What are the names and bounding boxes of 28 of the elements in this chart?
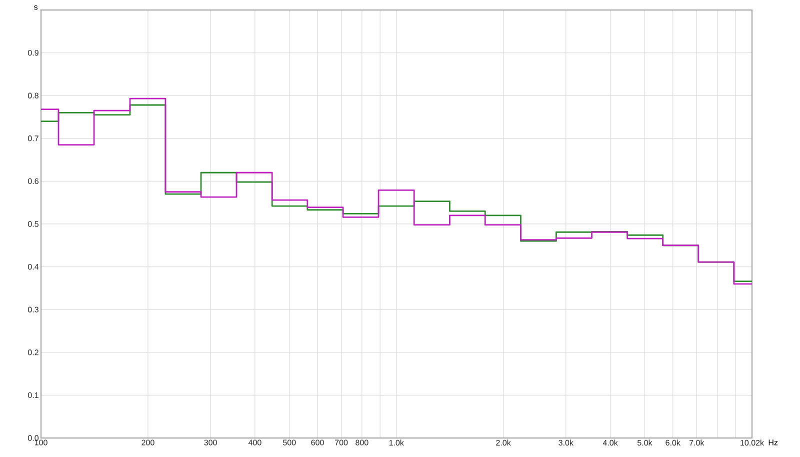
x-tick-label: 6.0k — [666, 440, 680, 446]
x-tick-label: 800 — [356, 440, 368, 446]
x-tick-label: 7.0k — [689, 440, 704, 446]
y-axis-title: s — [34, 5, 38, 10]
x-tick-label: 3.0k — [558, 440, 574, 446]
y-tick-label: 0.5 — [28, 221, 38, 227]
x-tick-label: 400 — [248, 440, 262, 446]
y-tick-label: 0.1 — [28, 392, 38, 398]
y-tick-label: 0.6 — [28, 178, 38, 184]
x-tick-label: 500 — [283, 440, 296, 446]
x-tick-label: 2.0k — [496, 440, 511, 446]
x-tick-label: 700 — [335, 440, 348, 446]
y-tick-label: 0.3 — [28, 306, 38, 312]
x-tick-label: 10.02k — [740, 440, 764, 446]
y-tick-label: 0.4 — [28, 264, 39, 270]
x-tick-label: 4.0k — [602, 440, 618, 446]
x-tick-label: 600 — [311, 440, 324, 446]
y-tick-label: 0.0 — [28, 435, 39, 441]
x-tick-label: 300 — [204, 440, 217, 446]
y-tick-label: 0.2 — [28, 350, 38, 356]
x-tick-label: 1.0k — [389, 440, 404, 446]
y-tick-label: 0.8 — [28, 92, 38, 98]
x-tick-label: 100 — [34, 440, 48, 446]
x-tick-label: 5.0k — [637, 440, 652, 446]
y-tick-label: 0.9 — [28, 50, 38, 56]
x-tick-label: 200 — [142, 440, 154, 446]
x-axis-title: Hz — [768, 440, 778, 446]
y-tick-label: 0.7 — [28, 136, 38, 142]
